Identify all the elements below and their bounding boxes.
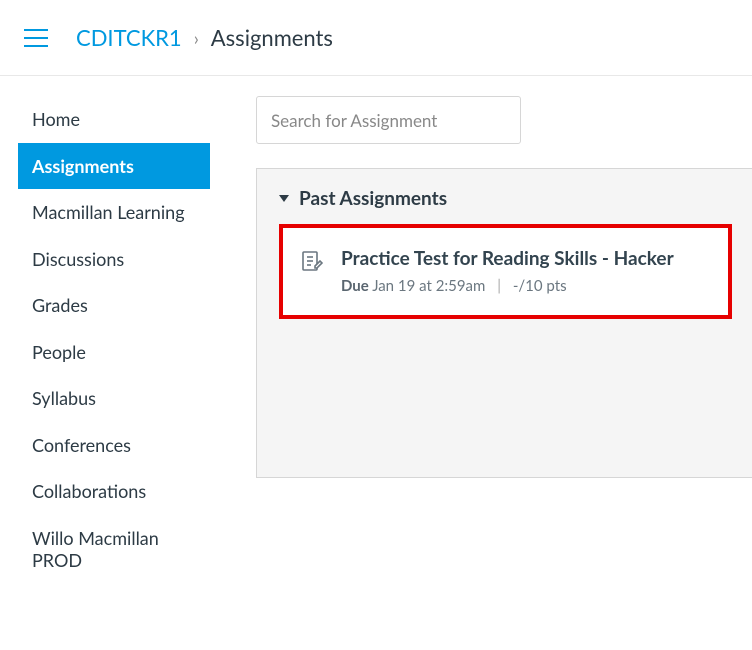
assignments-panel: Past Assignments Practice Test for Readi… xyxy=(256,168,752,478)
points-text: -/10 pts xyxy=(513,277,567,295)
breadcrumb-course-link[interactable]: CDITCKR1 xyxy=(76,24,182,51)
sidebar-item-discussions[interactable]: Discussions xyxy=(18,236,210,283)
menu-toggle-button[interactable] xyxy=(24,29,48,47)
sidebar-item-people[interactable]: People xyxy=(18,329,210,376)
assignment-title: Practice Test for Reading Skills - Hacke… xyxy=(341,248,710,271)
assignment-icon xyxy=(301,250,323,278)
assignment-group-title: Past Assignments xyxy=(299,187,447,210)
main-content: Past Assignments Practice Test for Readi… xyxy=(210,96,752,584)
due-date: Jan 19 at 2:59am xyxy=(372,277,485,295)
due-label: Due xyxy=(341,277,369,295)
sidebar-item-home[interactable]: Home xyxy=(18,96,210,143)
assignment-row[interactable]: Practice Test for Reading Skills - Hacke… xyxy=(279,224,732,319)
breadcrumb: CDITCKR1 › Assignments xyxy=(76,24,333,51)
sidebar-item-syllabus[interactable]: Syllabus xyxy=(18,375,210,422)
sidebar-item-collaborations[interactable]: Collaborations xyxy=(18,468,210,515)
sidebar-item-assignments[interactable]: Assignments xyxy=(18,143,210,190)
caret-down-icon xyxy=(279,195,289,202)
sidebar-item-macmillan-learning[interactable]: Macmillan Learning xyxy=(18,189,210,236)
sidebar-item-grades[interactable]: Grades xyxy=(18,282,210,329)
sidebar-item-conferences[interactable]: Conferences xyxy=(18,422,210,469)
breadcrumb-current: Assignments xyxy=(211,24,333,51)
sidebar-item-willo-macmillan-prod[interactable]: Willo Macmillan PROD xyxy=(18,515,210,584)
course-nav-sidebar: Home Assignments Macmillan Learning Disc… xyxy=(0,96,210,584)
search-input[interactable] xyxy=(256,96,521,144)
breadcrumb-separator: › xyxy=(194,27,199,49)
assignment-group-header[interactable]: Past Assignments xyxy=(257,169,752,224)
meta-separator: | xyxy=(497,277,501,295)
assignment-meta: Due Jan 19 at 2:59am | -/10 pts xyxy=(341,277,710,295)
